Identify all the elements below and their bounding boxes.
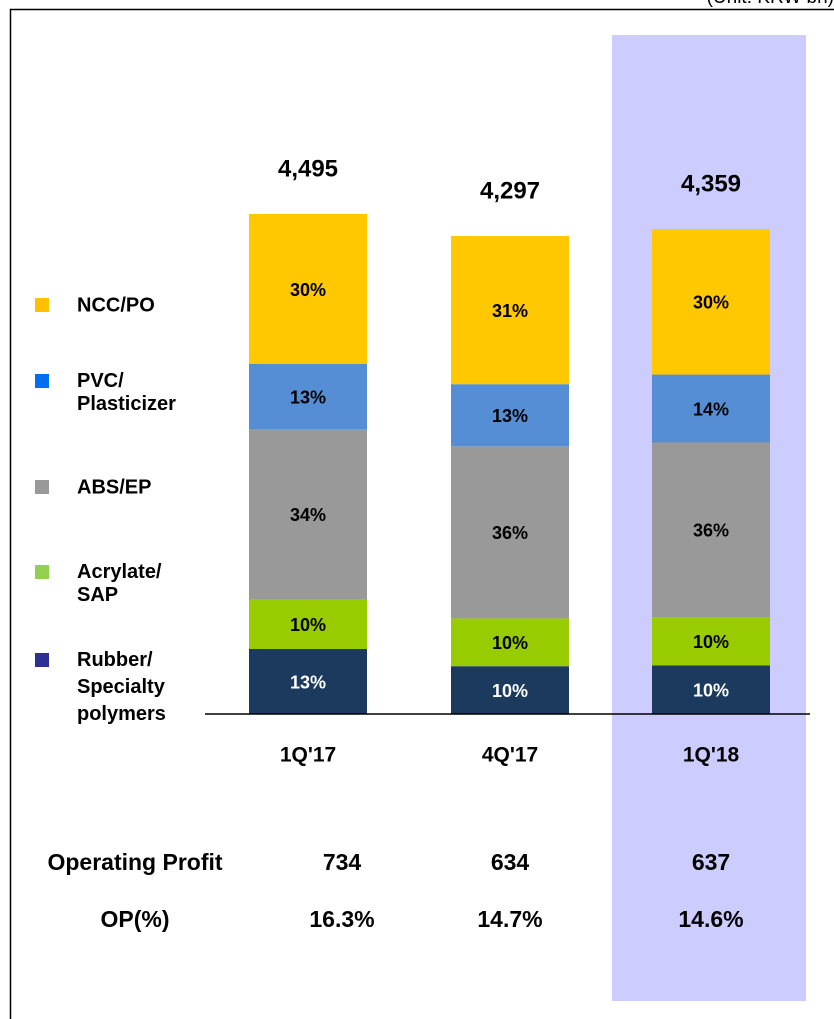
segment-label: 34%	[290, 505, 326, 525]
bar-segment	[652, 229, 770, 375]
legend-swatch	[35, 480, 49, 494]
segment-label: 30%	[693, 293, 729, 313]
bar-segment	[652, 665, 770, 714]
legend-label: ABS/EP	[77, 476, 151, 498]
legend-swatch	[35, 653, 49, 667]
segment-label: 13%	[290, 672, 326, 692]
segment-label: 10%	[492, 681, 528, 701]
segment-label: 13%	[492, 406, 528, 426]
total-label: 4,495	[278, 155, 338, 182]
total-label: 4,359	[681, 170, 741, 197]
legend-label: NCC/PO	[77, 294, 155, 316]
segment-label: 10%	[290, 615, 326, 635]
bar-segment	[451, 618, 569, 667]
bar-segment	[249, 649, 367, 714]
legend-label: Acrylate/SAP	[77, 561, 162, 606]
x-tick-label: 1Q'17	[280, 744, 336, 767]
legend-label: PVC/Plasticizer	[77, 370, 176, 415]
row-value: 634	[491, 849, 530, 875]
segment-label: 30%	[290, 280, 326, 300]
row-value: 14.6%	[678, 906, 743, 932]
bar-segment	[451, 666, 569, 714]
segment-label: 36%	[693, 520, 729, 540]
segment-label: 36%	[492, 523, 528, 543]
total-label: 4,297	[480, 177, 540, 204]
bar-segment	[652, 442, 770, 618]
row-value: 14.7%	[477, 906, 542, 932]
legend-swatch	[35, 374, 49, 388]
segment-label: 10%	[693, 632, 729, 652]
segment-label: 13%	[290, 387, 326, 407]
segment-label: 10%	[693, 681, 729, 701]
frame	[9, 8, 834, 1019]
segment-label: 31%	[492, 301, 528, 321]
segment-label: 10%	[492, 633, 528, 653]
bar-segment	[652, 374, 770, 443]
bar-segment	[249, 214, 367, 364]
legend-swatch	[35, 298, 49, 312]
bar-segment	[451, 446, 569, 619]
row-value: 16.3%	[309, 906, 374, 932]
legend-label: Rubber/Specialty polymers	[77, 649, 166, 725]
legend-swatch	[35, 565, 49, 579]
bar-segment	[249, 599, 367, 649]
bar-segment	[652, 617, 770, 666]
bar-segment	[451, 236, 569, 385]
x-tick-label: 1Q'18	[683, 744, 740, 767]
segment-label: 14%	[693, 399, 729, 419]
row-label: Operating Profit	[47, 849, 222, 875]
row-value: 637	[692, 849, 730, 875]
bar-segment	[249, 364, 367, 429]
x-tick-label: 4Q'17	[482, 744, 538, 767]
row-value: 734	[323, 849, 362, 875]
unit-label: (Unit: KRW bn)	[707, 0, 834, 8]
bar-segment	[249, 429, 367, 599]
row-label: OP(%)	[101, 906, 170, 932]
bar-segment	[451, 384, 569, 447]
